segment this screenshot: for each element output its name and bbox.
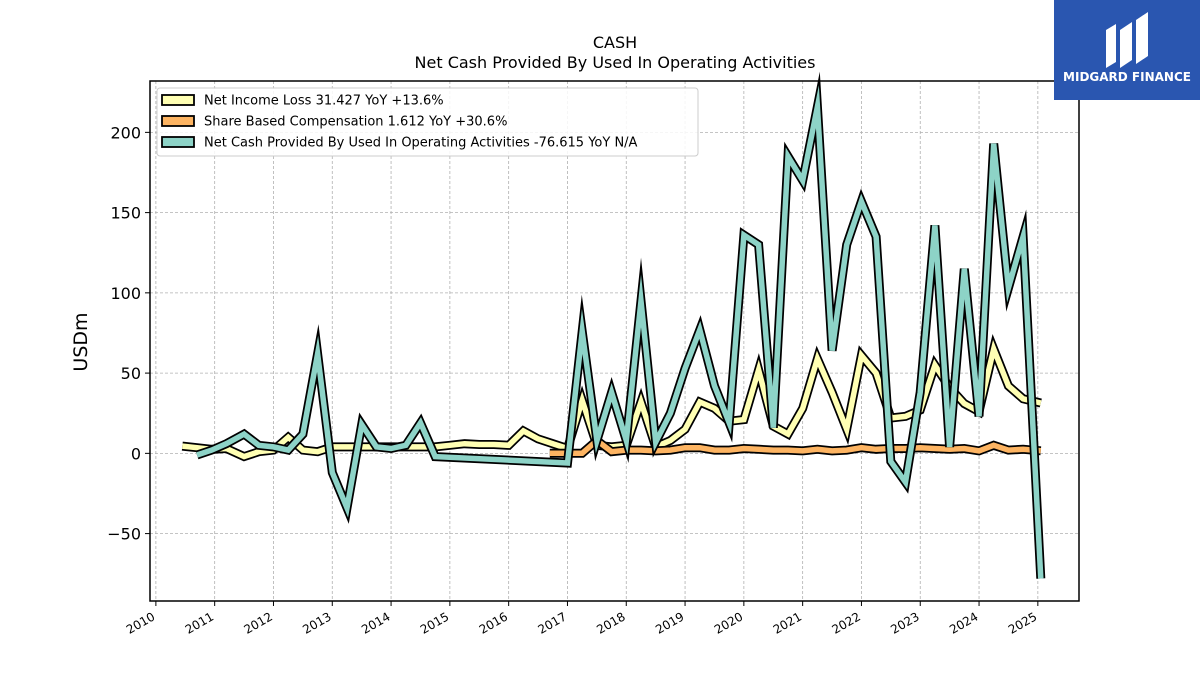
y-tick-label: 0 <box>131 444 141 463</box>
x-tick-label: 2014 <box>359 609 392 636</box>
series-line <box>549 434 1042 458</box>
chart-subtitle: Net Cash Provided By Used In Operating A… <box>415 53 816 72</box>
y-tick-label: −50 <box>107 525 141 544</box>
y-axis-label: USDm <box>70 312 92 371</box>
x-tick-label: 2021 <box>771 609 804 636</box>
y-tick-label: 100 <box>110 284 141 303</box>
series-layer <box>181 71 1046 579</box>
legend-swatch <box>161 115 195 127</box>
legend-label: Share Based Compensation 1.612 YoY +30.6… <box>204 115 507 130</box>
x-tick-label: 2010 <box>124 609 157 636</box>
x-tick-label: 2017 <box>536 609 569 636</box>
brand-logo: MIDGARD FINANCE <box>1054 0 1200 100</box>
legend-swatch <box>161 94 195 106</box>
legend-swatch <box>161 136 195 148</box>
x-tick-label: 2013 <box>300 609 333 636</box>
series-line-stroke <box>549 436 1042 457</box>
logo-text: MIDGARD FINANCE <box>1063 70 1191 84</box>
series-line-outline <box>195 71 1046 579</box>
x-tick-label: 2011 <box>183 609 216 636</box>
x-tick-label: 2018 <box>594 609 627 636</box>
chart-title: CASH <box>593 33 637 52</box>
legend-box <box>156 87 699 157</box>
legend-label: Net Income Loss 31.427 YoY +13.6% <box>204 94 444 109</box>
x-tick-label: 2015 <box>418 609 451 636</box>
legend-label: Net Cash Provided By Used In Operating A… <box>204 136 638 151</box>
x-tick-label: 2025 <box>1006 609 1039 636</box>
series-line-stroke <box>196 85 1044 579</box>
y-tick-label: 150 <box>110 204 141 223</box>
x-tick-label: 2022 <box>829 609 862 636</box>
y-tick-label: 200 <box>110 123 141 142</box>
x-tick-label: 2024 <box>947 609 980 636</box>
legend: Net Income Loss 31.427 YoY +13.6% Share B… <box>156 87 699 157</box>
logo-mark-icon <box>1106 12 1148 68</box>
y-tick-label: 50 <box>121 364 141 383</box>
x-tick-label: 2019 <box>653 609 686 636</box>
x-tick-label: 2012 <box>242 609 275 636</box>
x-tick-label: 2016 <box>477 609 510 636</box>
x-tick-label: 2023 <box>888 609 921 636</box>
series-line <box>195 71 1046 579</box>
x-tick-label: 2020 <box>712 609 745 636</box>
plot-frame <box>149 80 1080 602</box>
